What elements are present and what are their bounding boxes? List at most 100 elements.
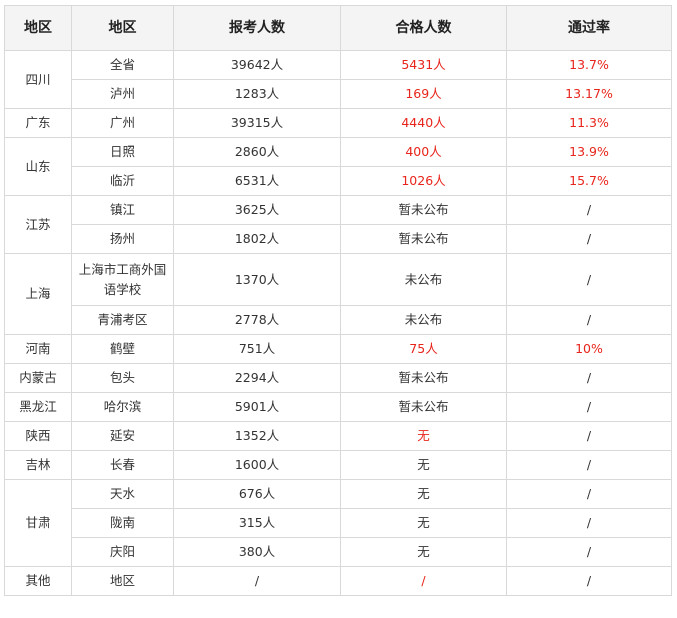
city-cell: 包头 — [71, 363, 174, 393]
city-cell: 延安 — [71, 421, 174, 451]
header-passed: 合格人数 — [340, 5, 507, 51]
pass-rate-cell: / — [506, 305, 672, 335]
table-row: 泸州 1283人 169人 13.17% — [5, 79, 672, 109]
table-row: 临沂 6531人 1026人 15.7% — [5, 166, 672, 196]
applicants-cell: 1802人 — [173, 224, 341, 254]
pass-rate-cell: / — [506, 566, 672, 596]
region-cell: 山东 — [4, 137, 72, 196]
table-row: 扬州 1802人 暂未公布 / — [5, 224, 672, 254]
pass-rate-cell: / — [506, 224, 672, 254]
city-cell: 临沂 — [71, 166, 174, 196]
city-cell: 地区 — [71, 566, 174, 596]
applicants-cell: 2778人 — [173, 305, 341, 335]
passed-cell: 未公布 — [340, 253, 507, 306]
pass-rate-cell: / — [506, 392, 672, 422]
pass-rate-cell: / — [506, 479, 672, 509]
applicants-cell: 1600人 — [173, 450, 341, 480]
passed-cell: 1026人 — [340, 166, 507, 196]
header-pass-rate: 通过率 — [506, 5, 672, 51]
table-row: 四川 全省 39642人 5431人 13.7% — [4, 50, 672, 109]
header-region: 地区 — [4, 5, 72, 51]
pass-rate-cell: / — [506, 508, 672, 538]
pass-rate-cell: 13.17% — [506, 79, 672, 109]
table-row: 陕西 延安 1352人无 / — [4, 421, 672, 451]
region-cell: 黑龙江 — [4, 392, 72, 422]
city-cell: 上海市工商外国语学校 — [71, 253, 174, 306]
passed-cell: 无 — [340, 450, 507, 480]
table-row: 内蒙古 包头 2294人 暂未公布 / — [4, 363, 672, 393]
region-cell: 甘肃 — [4, 479, 72, 567]
applicants-cell: 676人 — [173, 479, 341, 509]
applicants-cell: 39315人 — [173, 108, 341, 138]
applicants-cell: 2860人 — [173, 137, 341, 167]
table-row: 陇南 315人无 / — [5, 508, 672, 538]
applicants-cell: 751人 — [173, 334, 341, 364]
city-cell: 长春 — [71, 450, 174, 480]
pass-rate-cell: / — [506, 450, 672, 480]
passed-cell: 4440人 — [340, 108, 507, 138]
table-row: 广东 广州 39315人 4440人 11.3% — [4, 108, 672, 138]
table-row: 青浦考区 2778人 未公布 / — [5, 305, 672, 335]
table-row: 河南 鹤壁 751人 75人 10% — [4, 334, 672, 364]
passed-cell: 暂未公布 — [340, 392, 507, 422]
passed-cell: 暂未公布 — [340, 195, 507, 225]
region-cell: 四川 — [4, 50, 72, 109]
city-cell: 庆阳 — [71, 537, 174, 567]
region-cell: 河南 — [4, 334, 72, 364]
city-cell: 广州 — [71, 108, 174, 138]
passed-cell: 169人 — [340, 79, 507, 109]
region-cell: 吉林 — [4, 450, 72, 480]
applicants-cell: 1283人 — [173, 79, 341, 109]
city-cell: 全省 — [71, 50, 174, 80]
applicants-cell: 2294人 — [173, 363, 341, 393]
table-row: 甘肃 天水 676人无 / — [4, 479, 672, 567]
header-row: 地区 地区 报考人数 合格人数 通过率 — [4, 5, 672, 51]
passed-cell: 无 — [340, 508, 507, 538]
applicants-cell: 6531人 — [173, 166, 341, 196]
pass-rate-cell: / — [506, 195, 672, 225]
passed-cell: 5431人 — [340, 50, 507, 80]
pass-rate-cell: 13.9% — [506, 137, 672, 167]
pass-rate-cell: 13.7% — [506, 50, 672, 80]
city-cell: 哈尔滨 — [71, 392, 174, 422]
applicants-cell: 1352人 — [173, 421, 341, 451]
city-cell: 鹤壁 — [71, 334, 174, 364]
passed-cell: / — [340, 566, 507, 596]
region-cell: 上海 — [4, 253, 72, 335]
city-cell: 泸州 — [71, 79, 174, 109]
region-cell: 江苏 — [4, 195, 72, 254]
pass-rate-cell: 11.3% — [506, 108, 672, 138]
table-row: 黑龙江 哈尔滨 5901人 暂未公布 / — [4, 392, 672, 422]
applicants-cell: 39642人 — [173, 50, 341, 80]
table-row: 山东 日照 2860人 400人 13.9% — [4, 137, 672, 196]
city-cell: 天水 — [71, 479, 174, 509]
city-cell: 陇南 — [71, 508, 174, 538]
passed-cell: 无 — [340, 479, 507, 509]
passed-cell: 暂未公布 — [340, 363, 507, 393]
applicants-cell: 5901人 — [173, 392, 341, 422]
applicants-cell: / — [173, 566, 341, 596]
passed-cell: 无 — [340, 421, 507, 451]
table-row: 江苏 镇江 3625人 暂未公布 / — [4, 195, 672, 254]
table-row: 吉林 长春 1600人无 / — [4, 450, 672, 480]
table-body: 四川 全省 39642人 5431人 13.7% 泸州 1283人 169人 13.17% 广东广… — [4, 50, 672, 596]
pass-rate-cell: / — [506, 253, 672, 306]
pass-rate-cell: 15.7% — [506, 166, 672, 196]
header-city: 地区 — [71, 5, 174, 51]
passed-cell: 400人 — [340, 137, 507, 167]
header-applicants: 报考人数 — [173, 5, 341, 51]
passed-cell: 75人 — [340, 334, 507, 364]
region-cell: 其他 — [4, 566, 72, 596]
applicants-cell: 1370人 — [173, 253, 341, 306]
region-cell: 陕西 — [4, 421, 72, 451]
city-cell: 扬州 — [71, 224, 174, 254]
pass-rate-cell: / — [506, 421, 672, 451]
pass-rate-cell: / — [506, 537, 672, 567]
pass-rate-cell: / — [506, 363, 672, 393]
table-row: 庆阳 380人无 / — [5, 537, 672, 567]
passed-cell: 无 — [340, 537, 507, 567]
region-cell: 内蒙古 — [4, 363, 72, 393]
passed-cell: 暂未公布 — [340, 224, 507, 254]
applicants-cell: 3625人 — [173, 195, 341, 225]
table-row: 其他 地区 / / / — [4, 566, 672, 596]
